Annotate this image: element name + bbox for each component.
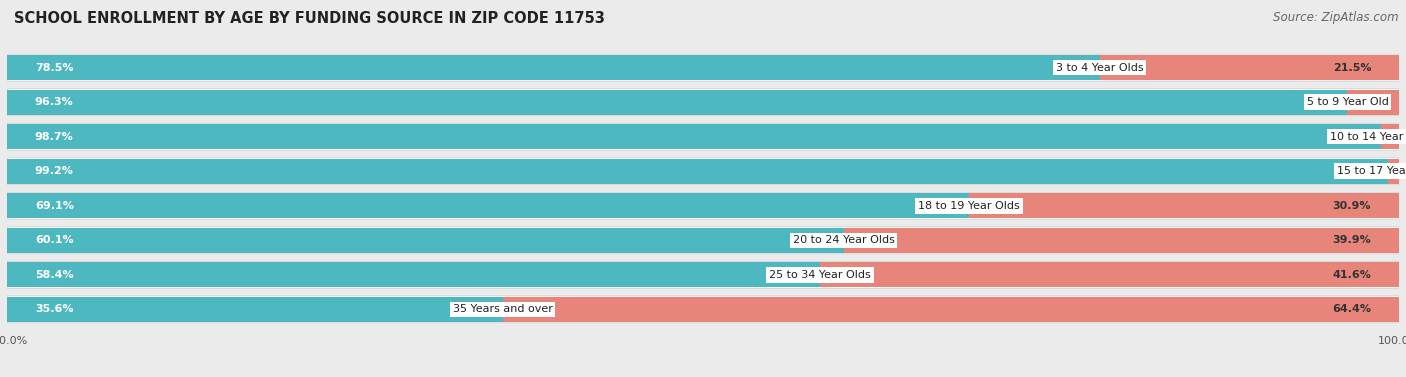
Text: 58.4%: 58.4%: [35, 270, 73, 280]
FancyBboxPatch shape: [7, 227, 1399, 254]
Text: 10 to 14 Year Olds: 10 to 14 Year Olds: [1330, 132, 1406, 142]
Text: 30.9%: 30.9%: [1333, 201, 1371, 211]
Text: 15 to 17 Year Olds: 15 to 17 Year Olds: [1337, 166, 1406, 176]
Text: 98.7%: 98.7%: [35, 132, 73, 142]
Bar: [1388, 159, 1399, 184]
Text: 21.5%: 21.5%: [1333, 63, 1371, 73]
Bar: [7, 262, 820, 287]
Bar: [7, 297, 502, 322]
Text: 20 to 24 Year Olds: 20 to 24 Year Olds: [793, 235, 894, 245]
Text: 99.2%: 99.2%: [35, 166, 73, 176]
Text: 96.3%: 96.3%: [35, 97, 73, 107]
Bar: [502, 297, 1399, 322]
FancyBboxPatch shape: [7, 192, 1399, 219]
Text: 35 Years and over: 35 Years and over: [453, 304, 553, 314]
Text: 35.6%: 35.6%: [35, 304, 73, 314]
Text: 39.9%: 39.9%: [1333, 235, 1371, 245]
FancyBboxPatch shape: [7, 89, 1399, 116]
Bar: [7, 228, 844, 253]
Bar: [7, 193, 969, 218]
Text: 41.6%: 41.6%: [1333, 270, 1371, 280]
FancyBboxPatch shape: [7, 158, 1399, 185]
Text: 25 to 34 Year Olds: 25 to 34 Year Olds: [769, 270, 870, 280]
Text: 78.5%: 78.5%: [35, 63, 73, 73]
FancyBboxPatch shape: [7, 296, 1399, 323]
Text: 64.4%: 64.4%: [1331, 304, 1371, 314]
Text: 5 to 9 Year Old: 5 to 9 Year Old: [1306, 97, 1388, 107]
Text: Source: ZipAtlas.com: Source: ZipAtlas.com: [1274, 11, 1399, 24]
FancyBboxPatch shape: [7, 123, 1399, 150]
Bar: [7, 124, 1381, 149]
FancyBboxPatch shape: [7, 261, 1399, 288]
Text: 60.1%: 60.1%: [35, 235, 73, 245]
Bar: [1347, 90, 1399, 115]
Text: 69.1%: 69.1%: [35, 201, 73, 211]
Bar: [1381, 124, 1399, 149]
Text: 3 to 4 Year Olds: 3 to 4 Year Olds: [1056, 63, 1143, 73]
Bar: [7, 55, 1099, 80]
Bar: [820, 262, 1399, 287]
Bar: [844, 228, 1399, 253]
Text: SCHOOL ENROLLMENT BY AGE BY FUNDING SOURCE IN ZIP CODE 11753: SCHOOL ENROLLMENT BY AGE BY FUNDING SOUR…: [14, 11, 605, 26]
Bar: [1099, 55, 1399, 80]
Bar: [969, 193, 1399, 218]
FancyBboxPatch shape: [7, 54, 1399, 81]
Bar: [7, 90, 1347, 115]
Text: 18 to 19 Year Olds: 18 to 19 Year Olds: [918, 201, 1019, 211]
Bar: [7, 159, 1388, 184]
